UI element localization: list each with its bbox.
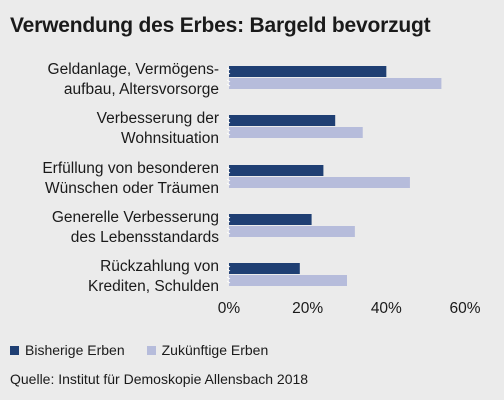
bar-zukuenftige-erben bbox=[229, 177, 410, 188]
bar-bisherige-erben bbox=[229, 214, 312, 225]
legend-swatch-zukuenftige bbox=[146, 345, 156, 355]
axis-break-mark bbox=[226, 67, 231, 87]
legend-swatch-bisherige bbox=[10, 345, 19, 355]
category-label: aufbau, Altersvorsorge bbox=[64, 81, 219, 98]
axis-break-mark bbox=[226, 264, 231, 284]
x-tick-label: 20% bbox=[292, 300, 323, 317]
bar-bisherige-erben bbox=[229, 165, 324, 176]
x-tick-label: 0% bbox=[218, 300, 241, 317]
axis-break-mark bbox=[226, 116, 231, 136]
bar-bisherige-erben bbox=[229, 263, 300, 274]
category-label: Verbesserung der bbox=[97, 110, 219, 127]
legend-label-bisherige: Bisherige Erben bbox=[25, 342, 125, 358]
category-label: Geldanlage, Vermögens- bbox=[48, 61, 219, 78]
legend-item-zukuenftige: Zukünftige Erben bbox=[146, 342, 269, 358]
chart-title: Verwendung des Erbes: Bargeld bevorzugt bbox=[10, 14, 431, 37]
category-label: Erfüllung von besonderen bbox=[42, 160, 219, 177]
category-label: Rückzahlung von bbox=[100, 258, 219, 275]
category-label: Wohnsituation bbox=[121, 130, 219, 147]
legend-item-bisherige: Bisherige Erben bbox=[10, 342, 125, 358]
x-tick-label: 60% bbox=[449, 300, 480, 317]
category-label: des Lebensstandards bbox=[71, 229, 219, 246]
bar-bisherige-erben bbox=[229, 66, 387, 77]
legend-label-zukuenftige: Zukünftige Erben bbox=[161, 342, 269, 358]
bar-zukuenftige-erben bbox=[229, 275, 347, 286]
bar-zukuenftige-erben bbox=[229, 226, 355, 237]
x-tick-label: 40% bbox=[371, 300, 402, 317]
bar-zukuenftige-erben bbox=[229, 78, 442, 89]
source-note: Quelle: Institut für Demoskopie Allensba… bbox=[10, 371, 309, 387]
bar-zukuenftige-erben bbox=[229, 127, 363, 138]
axis-break-mark bbox=[226, 166, 231, 186]
axis-break-mark bbox=[226, 215, 231, 235]
category-label: Generelle Verbesserung bbox=[52, 209, 219, 226]
category-label: Krediten, Schulden bbox=[88, 278, 219, 295]
bar-bisherige-erben bbox=[229, 115, 336, 126]
legend: Bisherige Erben Zukünftige Erben bbox=[10, 342, 290, 358]
category-label: Wünschen oder Träumen bbox=[45, 180, 219, 197]
